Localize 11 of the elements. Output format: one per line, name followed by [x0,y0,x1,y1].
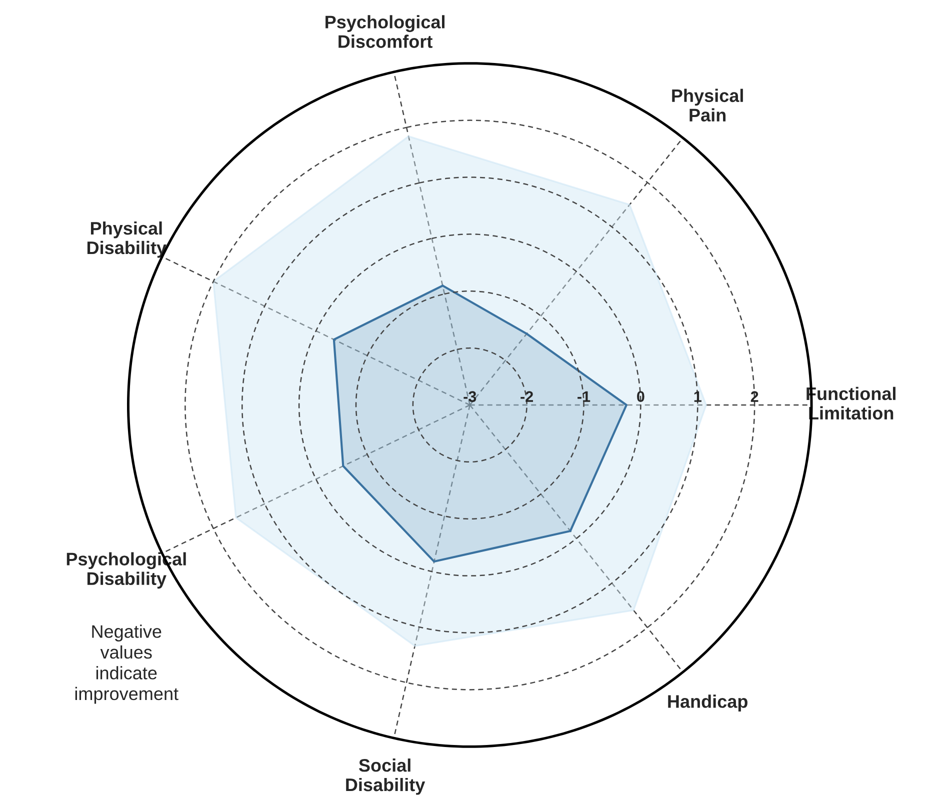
y-tick-label: 2 [750,391,758,402]
spoke-label: Physical Pain [672,88,743,122]
spoke-label: Psychological Discomfort [326,15,444,48]
spoke-label: Handicap [668,694,748,712]
y-tick-label: -1 [578,391,590,402]
text: Negative values indicate improvement [75,624,178,704]
y-tick-label: 0 [637,391,644,402]
y-tick-label: -2 [520,391,533,402]
spoke-label: Social Disability [346,758,426,795]
y-tick-label: -3 [464,391,476,402]
y-tick-label: 1 [694,391,702,402]
